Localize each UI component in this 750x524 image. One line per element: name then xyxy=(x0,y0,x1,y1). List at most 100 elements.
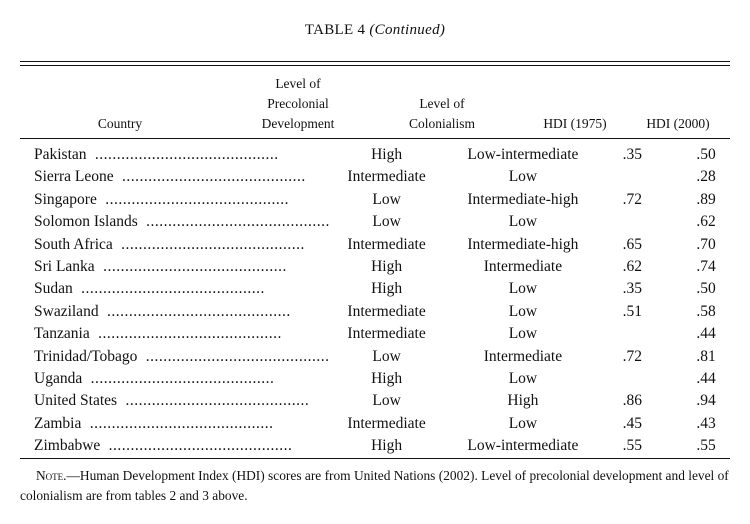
colonialism-cell: Low-intermediate xyxy=(467,146,579,163)
precolonial-cell: Intermediate xyxy=(347,325,426,343)
colonialism-cell: Low xyxy=(508,325,538,343)
hdi-1975-cell: .51 xyxy=(622,302,643,320)
colonialism-cell: Intermediate xyxy=(483,258,563,276)
table-row: Uganda .................................… xyxy=(34,368,750,390)
table-body: Pakistan ...............................… xyxy=(34,144,750,458)
country-cell: Zambia .................................… xyxy=(34,413,330,435)
table-title: TABLE 4 (Continued) xyxy=(0,22,750,39)
country-cell: Trinidad/Tobago ........................… xyxy=(34,346,330,368)
colonialism-cell: Intermediate-high xyxy=(467,235,579,253)
hdi-2000-cell: .70 xyxy=(696,235,716,253)
country-name: Pakistan xyxy=(34,146,91,163)
colonialism-cell: Low xyxy=(508,302,538,320)
country-cell: Sierra Leone ...........................… xyxy=(34,166,330,188)
header-colonialism: Level of Colonialism xyxy=(372,94,512,134)
precolonial-cell: Intermediate xyxy=(347,414,426,432)
precolonial-cell: Intermediate xyxy=(347,302,426,320)
country-cell: Swaziland ..............................… xyxy=(34,301,330,323)
hdi-1975-cell: .72 xyxy=(622,347,643,365)
dot-leader: ........................................… xyxy=(93,325,282,343)
hdi-1975-cell: .45 xyxy=(622,414,643,432)
country-name: Zambia xyxy=(34,414,86,432)
dot-leader: ........................................… xyxy=(85,414,274,432)
colonialism-cell: Low xyxy=(508,168,538,186)
precolonial-cell: High xyxy=(371,280,403,298)
country-name: Zimbabwe xyxy=(34,437,105,455)
hdi-1975-cell: .86 xyxy=(622,392,643,410)
country-cell: Solomon Islands ........................… xyxy=(34,211,330,233)
header-colonialism-line2: Colonialism xyxy=(408,116,475,131)
country-cell: Zimbabwe ...............................… xyxy=(34,435,330,457)
table-row: Pakistan ...............................… xyxy=(34,144,750,166)
precolonial-cell: High xyxy=(371,370,403,388)
hdi-1975-cell xyxy=(603,211,663,233)
country-name: Tanzania xyxy=(34,325,94,343)
precolonial-cell: Low xyxy=(372,392,401,410)
colonialism-cell: Intermediate xyxy=(483,347,563,365)
precolonial-cell: Intermediate xyxy=(347,168,426,186)
country-name: Solomon Islands xyxy=(34,213,142,231)
table-row: South Africa ...........................… xyxy=(34,234,750,256)
dot-leader: ........................................… xyxy=(100,190,289,208)
country-name: Sudan xyxy=(34,280,77,298)
data-table: Pakistan ...............................… xyxy=(34,144,750,458)
colonialism-cell: Intermediate-high xyxy=(467,190,579,208)
country-cell: South Africa ...........................… xyxy=(34,234,330,256)
country-cell: Tanzania ...............................… xyxy=(34,323,330,345)
hdi-2000-cell: .58 xyxy=(696,302,716,320)
country-name: Singapore xyxy=(34,190,101,208)
dot-leader: ........................................… xyxy=(86,370,275,388)
hdi-1975-cell: .72 xyxy=(622,190,643,208)
table-row: Solomon Islands ........................… xyxy=(34,211,750,233)
country-name: Trinidad/Tobago xyxy=(34,347,142,365)
table-row: Swaziland ..............................… xyxy=(34,301,750,323)
hdi-2000-cell: .55 xyxy=(696,437,716,455)
hdi-1975-cell: .65 xyxy=(622,235,643,253)
top-rule-outer xyxy=(20,61,730,62)
table-row: Sudan ..................................… xyxy=(34,278,750,300)
table-row: Singapore ..............................… xyxy=(34,189,750,211)
dot-leader: ........................................… xyxy=(76,280,265,298)
header-precolonial-line2: Precolonial xyxy=(267,96,329,111)
country-cell: Pakistan ...............................… xyxy=(34,144,330,166)
hdi-2000-cell: .50 xyxy=(696,280,716,298)
country-name: Uganda xyxy=(34,370,87,388)
header-precolonial: Level of Precolonial Development xyxy=(228,74,368,134)
dot-leader: ........................................… xyxy=(141,347,330,365)
hdi-2000-cell: .43 xyxy=(696,414,716,432)
country-name: Sri Lanka xyxy=(34,258,99,276)
hdi-2000-cell: .81 xyxy=(696,347,716,365)
header-precolonial-line3: Development xyxy=(261,116,335,131)
country-cell: Uganda .................................… xyxy=(34,368,330,390)
country-name: Sierra Leone xyxy=(34,168,118,186)
dot-leader: ........................................… xyxy=(117,168,306,186)
top-rule-inner xyxy=(20,65,730,66)
precolonial-cell: Low xyxy=(372,190,401,208)
hdi-2000-cell: .50 xyxy=(696,146,716,163)
colonialism-cell: Low xyxy=(508,213,538,231)
hdi-1975-cell: .35 xyxy=(622,280,643,298)
header-rule xyxy=(20,138,730,139)
country-name: United States xyxy=(34,392,122,410)
precolonial-cell: Low xyxy=(372,213,401,231)
header-precolonial-line1: Level of xyxy=(275,76,321,91)
hdi-2000-cell: .74 xyxy=(696,258,716,276)
hdi-1975-cell xyxy=(603,368,663,390)
country-name: Swaziland xyxy=(34,302,103,320)
hdi-1975-cell: .55 xyxy=(622,437,643,455)
note-label: Note. xyxy=(36,468,67,483)
hdi-2000-cell: .44 xyxy=(696,370,716,388)
table-row: United States ..........................… xyxy=(34,390,750,412)
country-cell: United States ..........................… xyxy=(34,390,330,412)
country-cell: Sri Lanka ..............................… xyxy=(34,256,330,278)
table-row: Zambia .................................… xyxy=(34,413,750,435)
colonialism-cell: Low-intermediate xyxy=(467,437,579,455)
header-colonialism-line1: Level of xyxy=(419,96,465,111)
hdi-1975-cell: .62 xyxy=(622,258,643,276)
hdi-2000-cell: .62 xyxy=(696,213,716,231)
table-row: Sierra Leone ...........................… xyxy=(34,166,750,188)
colonialism-cell: High xyxy=(507,392,539,410)
table-row: Sri Lanka ..............................… xyxy=(34,256,750,278)
table-note: Note.—Human Development Index (HDI) scor… xyxy=(20,466,732,506)
dot-leader: ........................................… xyxy=(116,235,305,253)
